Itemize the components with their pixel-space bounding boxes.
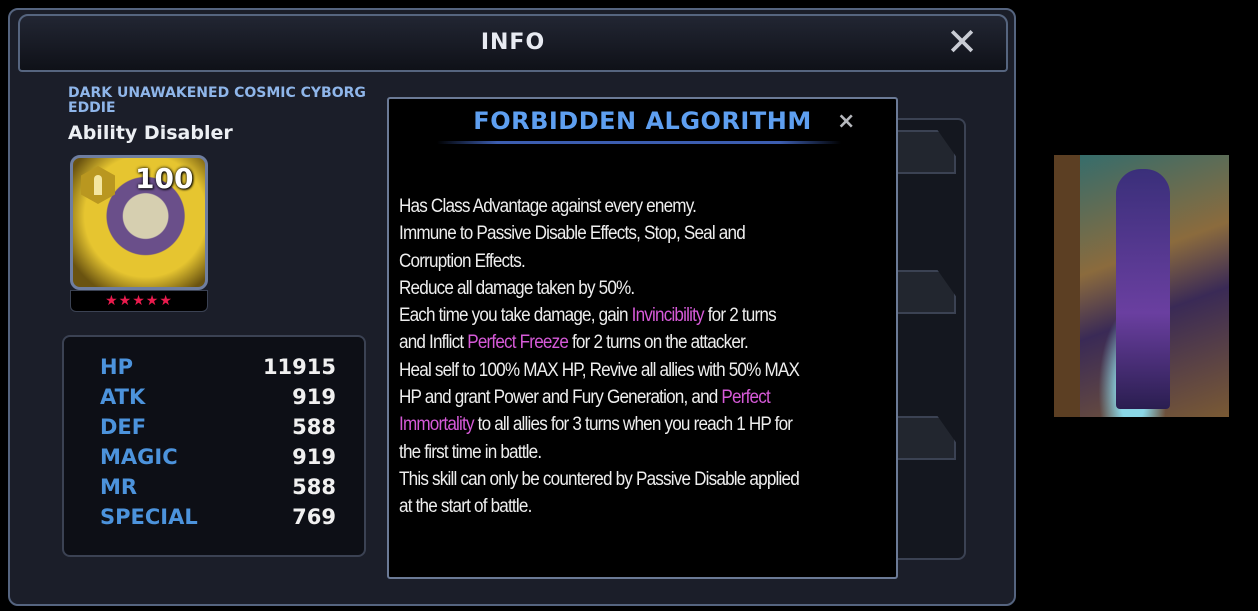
description-text: Each time you take damage, gain (399, 305, 632, 327)
stat-row-atk: ATK 919 (100, 385, 336, 415)
keyword-highlight: Perfect (721, 387, 770, 409)
skill-popup: FORBIDDEN ALGORITHM × Has Class Advantag… (387, 97, 898, 579)
skill-description: Has Class Advantage against every enemy.… (399, 193, 800, 521)
stat-value: 11915 (262, 355, 336, 379)
stat-row-hp: HP 11915 (100, 355, 336, 385)
description-line: Immortality to all allies for 3 turns wh… (399, 411, 799, 438)
description-text: Has Class Advantage against every enemy. (399, 196, 697, 217)
description-text: at the start of battle. (399, 496, 532, 518)
title-divider (437, 141, 841, 144)
keyword-highlight: Perfect Freeze (467, 332, 569, 354)
stats-panel: HP 11915 ATK 919 DEF 588 MAGIC 919 MR 588 SPECIAL 7… (62, 335, 366, 557)
popup-close-icon[interactable]: × (837, 109, 856, 134)
description-text: Heal self to 100% MAX HP, Revive all all… (399, 359, 800, 381)
description-line: Reduce all damage taken by 50%. (399, 275, 799, 302)
description-line: Corruption Effects. (399, 248, 799, 275)
dialog-title: INFO (480, 30, 546, 55)
description-text: for 2 turns (703, 305, 777, 327)
stat-row-mr: MR 588 (100, 475, 336, 505)
close-x-icon[interactable]: ✕ (946, 20, 978, 64)
star-rating: ★★★★★ (70, 290, 208, 312)
stat-value: 588 (292, 475, 336, 499)
hero-artwork (1054, 155, 1229, 417)
hero-portrait: 100 (70, 155, 208, 290)
description-line: Immune to Passive Disable Effects, Stop,… (399, 220, 799, 247)
hero-name: DARK UNAWAKENED COSMIC CYBORG EDDIE (68, 85, 366, 116)
keyword-highlight: Invincibility (631, 305, 705, 327)
stat-row-magic: MAGIC 919 (100, 445, 336, 475)
stat-value: 769 (292, 505, 336, 529)
stat-value: 919 (292, 445, 336, 469)
description-text: HP and grant Power and Fury Generation, … (399, 387, 722, 409)
description-line: Has Class Advantage against every enemy. (399, 193, 799, 220)
stat-value: 588 (292, 415, 336, 439)
description-text: Immune to Passive Disable Effects, Stop,… (399, 223, 746, 245)
hero-figure (1116, 169, 1170, 409)
stat-label: SPECIAL (100, 505, 198, 529)
description-line: HP and grant Power and Fury Generation, … (399, 384, 799, 411)
stat-label: DEF (100, 415, 147, 439)
keyword-highlight: Immortality (399, 414, 475, 436)
stat-row-special: SPECIAL 769 (100, 505, 336, 535)
description-line: Heal self to 100% MAX HP, Revive all all… (399, 357, 800, 384)
description-text: for 2 turns on the attacker. (568, 332, 749, 354)
bullet-hexagon-icon (81, 166, 115, 204)
stat-row-def: DEF 588 (100, 415, 336, 445)
description-text: Corruption Effects. (399, 250, 526, 272)
description-text: the first time in battle. (399, 441, 542, 463)
description-text: and Inflict (399, 332, 468, 354)
description-line: the first time in battle. (399, 439, 799, 466)
skill-title: FORBIDDEN ALGORITHM (473, 107, 812, 135)
stat-label: MAGIC (100, 445, 178, 469)
description-line: at the start of battle. (399, 493, 799, 520)
stat-label: HP (100, 355, 133, 379)
stat-value: 919 (292, 385, 336, 409)
dialog-header: INFO ✕ (18, 14, 1008, 72)
hero-level: 100 (135, 162, 194, 195)
description-text: Reduce all damage taken by 50%. (399, 277, 635, 299)
stat-label: MR (100, 475, 138, 499)
stat-label: ATK (100, 385, 146, 409)
description-text: This skill can only be countered by Pass… (399, 468, 800, 490)
description-line: This skill can only be countered by Pass… (399, 466, 800, 493)
description-line: Each time you take damage, gain Invincib… (399, 302, 799, 329)
description-line: and Inflict Perfect Freeze for 2 turns o… (399, 329, 799, 356)
hero-class: Ability Disabler (68, 122, 233, 144)
description-text: to all allies for 3 turns when you reach… (473, 414, 793, 436)
